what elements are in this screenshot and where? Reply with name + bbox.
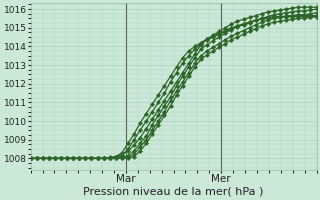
X-axis label: Pression niveau de la mer( hPa ): Pression niveau de la mer( hPa ) [84, 187, 264, 197]
